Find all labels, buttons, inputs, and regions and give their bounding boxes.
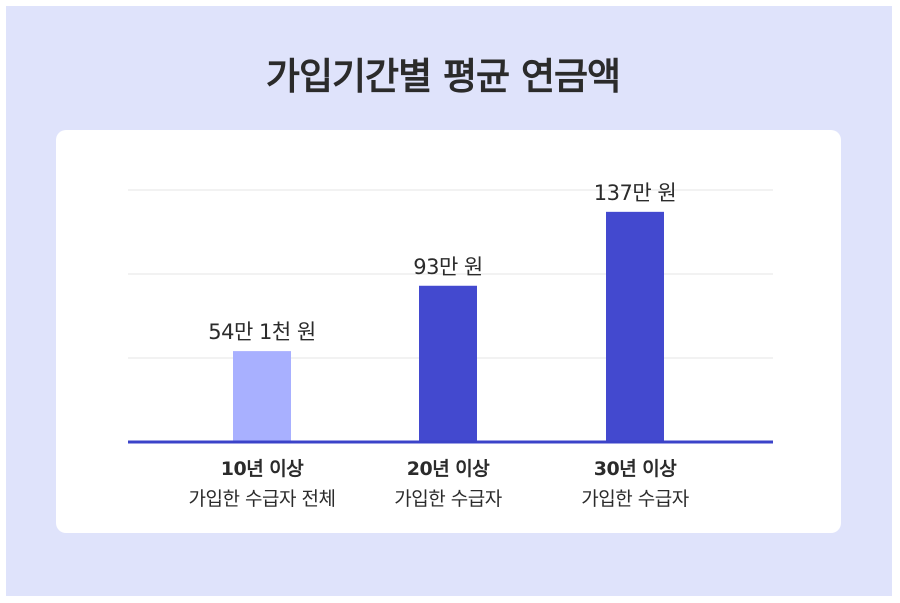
category-label-2-line2: 가입한 수급자 [394,488,501,510]
data-label-3: 137만 원 [594,181,676,205]
data-label-2: 93만 원 [413,255,483,279]
bar-2 [419,285,477,442]
bar-1 [233,351,291,442]
category-label-2-line1: 20년 이상 [407,458,491,480]
category-label-1-line1: 10년 이상 [221,458,305,480]
category-label-3-line2: 가입한 수급자 [581,488,688,510]
data-label-1: 54만 1천 원 [208,320,315,344]
bar-3 [606,211,664,442]
chart-title: 가입기간별 평균 연금액 [265,55,621,98]
category-label-3-line1: 30년 이상 [594,458,678,480]
category-label-1-line2: 가입한 수급자 전체 [189,488,336,510]
